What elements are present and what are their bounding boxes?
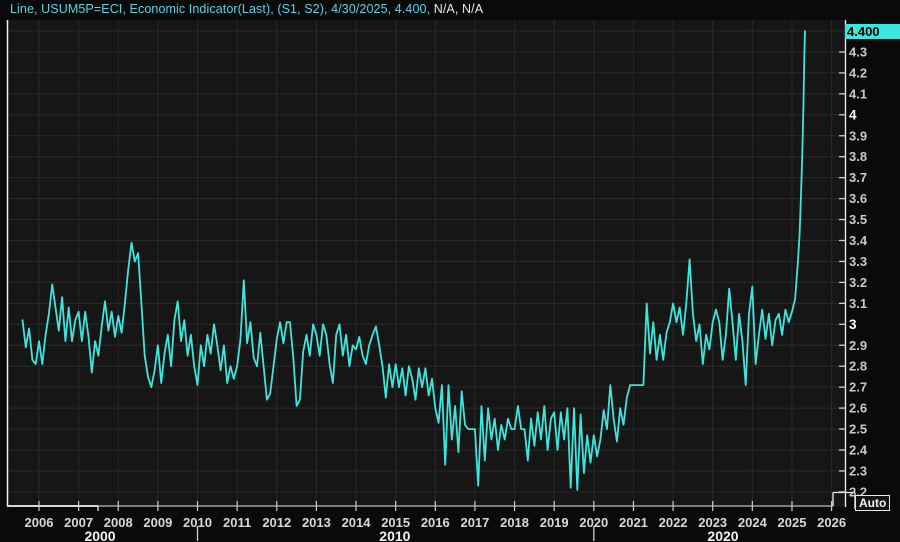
- x-year-label: 2021: [619, 515, 648, 530]
- series-line: [21, 30, 806, 491]
- y-tick-label: 3.4: [849, 233, 868, 248]
- x-year-label: 2009: [143, 515, 172, 530]
- y-tick-label: 2.6: [849, 401, 867, 416]
- x-decade-label: 2010: [379, 528, 410, 542]
- x-year-label: 2022: [659, 515, 688, 530]
- x-year-label: 2014: [342, 515, 372, 530]
- y-tick-label: 4.1: [849, 86, 867, 101]
- x-year-label: 2012: [262, 515, 291, 530]
- y-tick-label: 3.3: [849, 254, 867, 269]
- x-year-label: 2013: [302, 515, 331, 530]
- auto-scale-button[interactable]: Auto: [855, 495, 891, 511]
- last-value-badge: 4.400: [845, 24, 900, 39]
- x-year-label: 2011: [223, 515, 251, 530]
- x-year-label: 2006: [25, 515, 54, 530]
- y-tick-label: 3: [849, 317, 857, 332]
- x-year-label: 2007: [64, 515, 93, 530]
- x-year-label: 2020: [579, 515, 608, 530]
- x-year-label: 2024: [738, 515, 768, 530]
- y-tick-label: 3.7: [849, 170, 867, 185]
- x-year-label: 2018: [500, 515, 529, 530]
- x-decade-label: 2020: [707, 528, 738, 542]
- y-tick-label: 2.7: [849, 380, 867, 395]
- y-tick-label: 4: [849, 107, 857, 122]
- y-tick-label: 4.2: [849, 65, 867, 80]
- chart-title-na-values: N/A, N/A: [433, 2, 484, 16]
- x-year-label: 2015: [381, 515, 410, 530]
- y-tick-label: 2.4: [849, 443, 868, 458]
- y-tick-label: 2.8: [849, 359, 867, 374]
- chart-title-security: Line, USUM5P=ECI, Economic Indicator(Las…: [10, 2, 434, 16]
- y-tick-label: 3.6: [849, 191, 867, 206]
- x-year-label: 2023: [698, 515, 727, 530]
- chart-plot-area[interactable]: [7, 20, 845, 507]
- x-year-label: 2025: [778, 515, 807, 530]
- chart-title: Line, USUM5P=ECI, Economic Indicator(Las…: [10, 1, 483, 18]
- x-year-label: 2010: [183, 515, 212, 530]
- y-tick-label: 2.9: [849, 338, 867, 353]
- x-year-label: 2017: [460, 515, 489, 530]
- y-tick-label: 3.9: [849, 128, 867, 143]
- x-decade-label: 2000: [84, 528, 115, 542]
- y-tick-label: 2.5: [849, 422, 867, 437]
- x-year-label: 2026: [817, 515, 846, 530]
- y-tick-label: 4.3: [849, 44, 867, 59]
- y-tick-label: 3.5: [849, 212, 867, 227]
- x-year-label: 2016: [421, 515, 450, 530]
- y-tick-label: 3.8: [849, 149, 867, 164]
- y-tick-label: 3.2: [849, 275, 867, 290]
- x-year-label: 2008: [104, 515, 133, 530]
- y-tick-label: 2.3: [849, 463, 867, 478]
- x-year-label: 2019: [540, 515, 569, 530]
- y-tick-label: 3.1: [849, 296, 867, 311]
